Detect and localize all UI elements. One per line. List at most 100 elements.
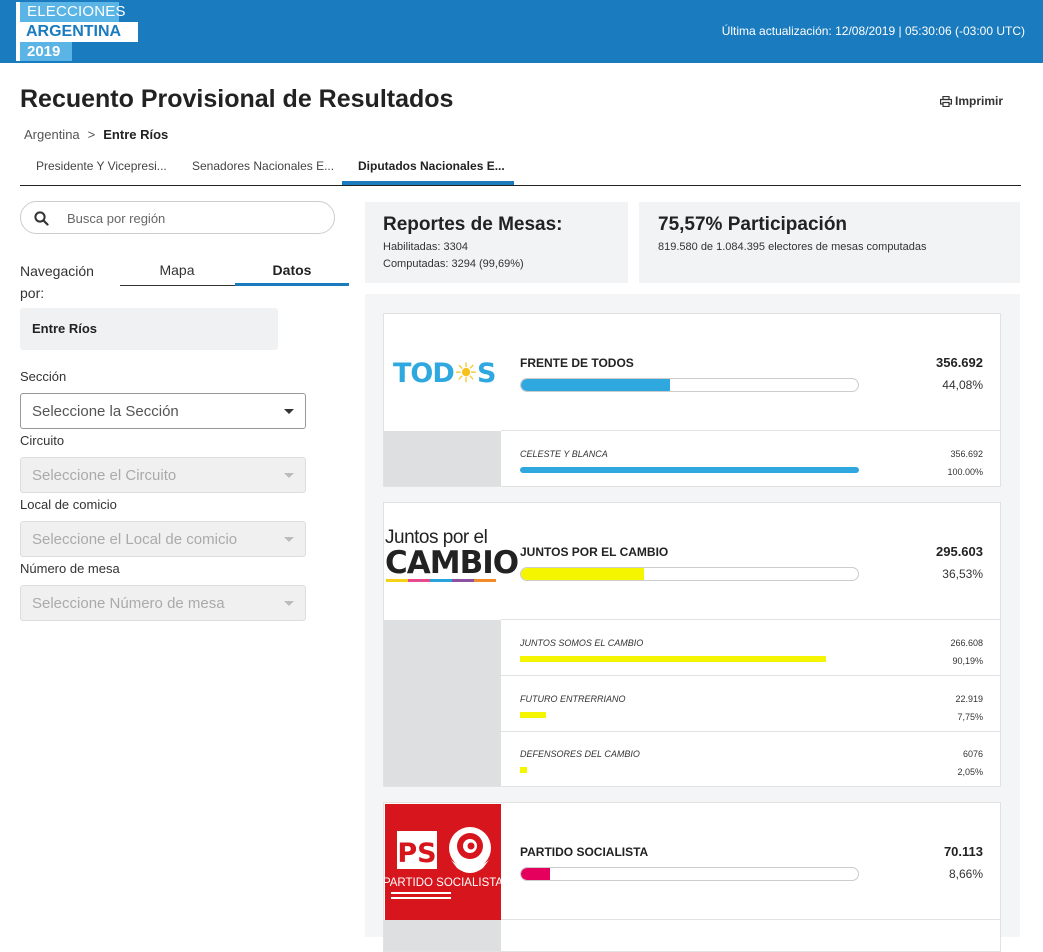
party-percentage: 8,66% xyxy=(948,867,983,881)
numero-mesa-select[interactable]: Seleccione Número de mesa xyxy=(20,585,306,621)
party-name: FRENTE DE TODOS xyxy=(520,356,634,370)
print-label: Imprimir xyxy=(955,94,1004,108)
list-bar xyxy=(520,712,546,718)
list-name: CELESTE Y BLANCA xyxy=(520,449,608,459)
mesas-habilitadas: Habilitadas: 3304 xyxy=(383,241,469,253)
active-tab-indicator xyxy=(342,181,514,185)
navigation-label: Navegación por: xyxy=(20,263,94,301)
list-votes: 22.919 xyxy=(955,694,983,704)
frente-de-todos-logo: TOD☀S xyxy=(393,358,496,389)
list-percentage: 90,19% xyxy=(952,656,983,666)
party-name: JUNTOS POR EL CAMBIO xyxy=(520,545,669,559)
participation-card: 75,57% Participación 819.580 de 1.084.39… xyxy=(639,202,1020,283)
mesas-computadas: Computadas: 3294 (99,69%) xyxy=(383,258,524,270)
juntos-logo-line-2: CAMBIO xyxy=(385,545,519,581)
caret-down-icon xyxy=(284,537,294,542)
list-name: DEFENSORES DEL CAMBIO xyxy=(520,749,640,759)
party-votes: 70.113 xyxy=(943,844,983,859)
party-card: Juntos por el CAMBIO JUNTOS POR EL CAMBI… xyxy=(383,502,1001,787)
participation-detail: 819.580 de 1.084.395 electores de mesas … xyxy=(658,241,927,253)
party-percentage: 44,08% xyxy=(942,378,983,392)
list-bar xyxy=(520,656,826,662)
party-logo: PS PARTIDO SOCIALISTA xyxy=(383,803,503,920)
circuito-label: Circuito xyxy=(20,433,65,448)
logo-line-2: ARGENTINA xyxy=(16,22,138,42)
party-row[interactable]: JUNTOS POR EL CAMBIO 295.603 36,53% xyxy=(501,503,1001,620)
breadcrumb-current: Entre Ríos xyxy=(103,127,169,142)
print-button[interactable]: Imprimir xyxy=(940,94,1003,108)
party-progress-track xyxy=(520,567,859,581)
local-comicio-select-value: Seleccione el Local de comicio xyxy=(32,531,238,548)
tab-diputados[interactable]: Diputados Nacionales E... xyxy=(358,159,505,173)
circuito-select[interactable]: Seleccione el Circuito xyxy=(20,457,306,493)
party-row[interactable]: FRENTE DE TODOS 356.692 44,08% xyxy=(501,314,1001,431)
circuito-select-value: Seleccione el Circuito xyxy=(32,467,177,484)
list-name: JUNTOS SOMOS EL CAMBIO xyxy=(520,638,644,648)
rose-icon: PS PARTIDO SOCIALISTA xyxy=(383,827,503,899)
party-name: PARTIDO SOCIALISTA xyxy=(520,845,649,859)
search-input[interactable] xyxy=(67,208,317,228)
local-comicio-select[interactable]: Seleccione el Local de comicio xyxy=(20,521,306,557)
selected-region[interactable]: Entre Ríos xyxy=(20,308,278,350)
nav-tab-active-indicator xyxy=(235,283,349,286)
ps-logo-letters: PS xyxy=(397,838,436,869)
list-row[interactable]: JUNTOS SOMOS EL CAMBIO 266.608 90,19% xyxy=(501,621,1001,676)
logo-text: S xyxy=(477,358,496,389)
tab-senadores[interactable]: Senadores Nacionales E... xyxy=(192,159,335,173)
caret-down-icon xyxy=(284,601,294,606)
breadcrumb-root[interactable]: Argentina xyxy=(24,127,80,142)
list-percentage: 100.00% xyxy=(947,467,983,477)
search-box xyxy=(20,201,335,234)
list-row[interactable]: DEFENSORES DEL CAMBIO 6076 2,05% xyxy=(501,732,1001,787)
party-card: PS PARTIDO SOCIALISTA PARTIDO SOCIALISTA… xyxy=(383,802,1001,952)
party-progress-fill xyxy=(521,568,645,580)
party-progress-fill xyxy=(521,868,551,880)
partido-socialista-logo: PS PARTIDO SOCIALISTA xyxy=(383,804,503,920)
nav-tab-datos[interactable]: Datos xyxy=(272,262,312,278)
last-update-text: Última actualización: 12/08/2019 | 05:30… xyxy=(721,24,1025,38)
party-progress-track xyxy=(520,867,859,881)
list-votes: 356.692 xyxy=(950,449,983,459)
page-title: Recuento Provisional de Resultados xyxy=(20,85,454,113)
sun-icon: ☀ xyxy=(453,358,478,389)
juntos-logo-line-1: Juntos por el xyxy=(385,527,488,548)
logo-bar xyxy=(16,2,20,61)
seccion-label: Sección xyxy=(20,369,67,384)
party-votes: 295.603 xyxy=(936,544,983,559)
logo-line-3: 2019 xyxy=(16,42,72,61)
list-bar xyxy=(520,767,527,773)
party-logo: Juntos por el CAMBIO xyxy=(384,503,519,620)
logo-text: TOD xyxy=(393,358,455,389)
numero-mesa-select-value: Seleccione Número de mesa xyxy=(32,595,225,612)
nav-tab-mapa[interactable]: Mapa xyxy=(159,262,195,278)
top-bar: ELECCIONES ARGENTINA 2019 Última actuali… xyxy=(0,0,1043,63)
party-percentage: 36,53% xyxy=(942,567,983,581)
printer-icon xyxy=(940,95,953,108)
list-percentage: 7,75% xyxy=(957,712,983,722)
list-votes: 266.608 xyxy=(950,638,983,648)
nav-tab-divider xyxy=(120,285,235,286)
breadcrumb-separator: > xyxy=(87,127,96,142)
list-row[interactable]: CELESTE Y BLANCA 356.692 100.00% xyxy=(501,432,1001,487)
logo-line-1: ELECCIONES xyxy=(16,2,126,22)
local-comicio-label: Local de comicio xyxy=(20,497,117,512)
party-progress-track xyxy=(520,378,859,392)
numero-mesa-label: Número de mesa xyxy=(20,561,120,576)
list-bar xyxy=(520,467,859,473)
seccion-select[interactable]: Seleccione la Sección xyxy=(20,393,306,429)
party-votes: 356.692 xyxy=(936,355,983,370)
tab-presidente[interactable]: Presidente Y Vicepresi... xyxy=(36,159,167,173)
juntos-logo-stripe xyxy=(386,579,496,582)
mesas-report-title: Reportes de Mesas: xyxy=(383,214,563,235)
list-votes: 6076 xyxy=(962,749,983,759)
party-progress-fill xyxy=(521,379,670,391)
list-name: FUTURO ENTRERRIANO xyxy=(520,694,626,704)
breadcrumb: Argentina > Entre Ríos xyxy=(24,127,168,142)
party-card: TOD☀S FRENTE DE TODOS 356.692 44,08% CEL… xyxy=(383,313,1001,487)
list-percentage: 2,05% xyxy=(957,767,983,777)
participation-title: 75,57% Participación xyxy=(658,214,848,235)
list-row[interactable]: FUTURO ENTRERRIANO 22.919 7,75% xyxy=(501,677,1001,732)
party-row[interactable]: PARTIDO SOCIALISTA 70.113 8,66% xyxy=(501,803,1001,920)
ps-logo-caption: PARTIDO SOCIALISTA xyxy=(385,877,501,889)
caret-down-icon xyxy=(284,473,294,478)
